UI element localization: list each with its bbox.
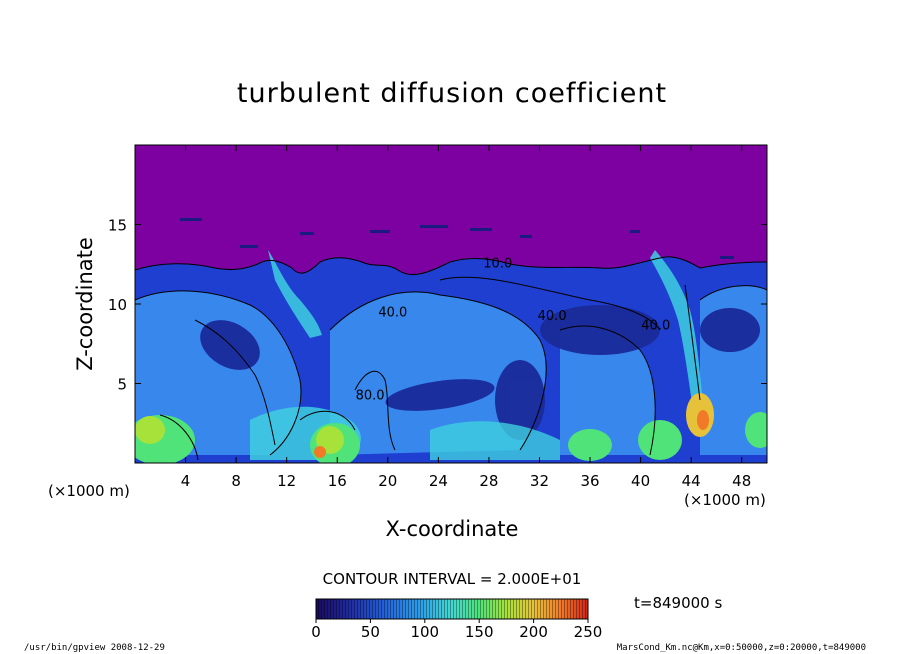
colorbar-tick-label: 50: [361, 623, 380, 641]
contour-labels: 10.0 40.0 40.0 80.0 40.0: [356, 256, 671, 403]
contour-label: 80.0: [356, 388, 385, 403]
plot-area: [135, 145, 767, 463]
colorbar-tick-label: 100: [410, 623, 439, 641]
contour-lines: [135, 256, 767, 461]
y-tick-label: 5: [117, 376, 127, 394]
x-tick-label: 20: [378, 472, 397, 490]
footer-left: /usr/bin/gpview 2008-12-29: [24, 643, 165, 653]
colorbar-tick-label: 150: [465, 623, 494, 641]
colorbar-stripes: [316, 599, 588, 619]
x-axis-ticks: 4 8 12 16 20 24 28 32 36 40 44 48: [181, 145, 751, 490]
cyan-green-regions: [135, 250, 767, 463]
x-tick-label: 4: [181, 472, 191, 490]
y-axis-ticks: 5 10 15: [108, 217, 767, 394]
turbulent-speckles: [180, 218, 734, 259]
x-tick-label: 28: [479, 472, 498, 490]
footer-right: MarsCond_Km.nc@Km,x=0:50000,z=0:20000,t=…: [617, 643, 866, 653]
contour-label: 40.0: [641, 318, 670, 333]
x-tick-label: 48: [732, 472, 751, 490]
x-axis-label: X-coordinate: [386, 517, 519, 541]
contour-label: 10.0: [483, 256, 512, 271]
x-tick-label: 12: [277, 472, 296, 490]
colorbar-frame: [315, 598, 589, 620]
colorbar-tick-label: 0: [311, 623, 321, 641]
y-axis-label: Z-coordinate: [73, 237, 97, 371]
x-tick-label: 8: [231, 472, 241, 490]
x-tick-label: 40: [631, 472, 650, 490]
x-axis-unit-left: (×1000 m): [48, 482, 130, 500]
colorbar-tick-label: 200: [519, 623, 548, 641]
colorbar-ticks: 0 50 100 150 200 250: [311, 619, 602, 641]
y-tick-label: 15: [108, 217, 127, 235]
dark-blue-cores: [200, 305, 760, 440]
colorbar-tick-label: 250: [574, 623, 603, 641]
contour-label: 40.0: [378, 306, 407, 321]
colorbar: 0 50 100 150 200 250: [311, 598, 602, 641]
contour-label: 40.0: [538, 309, 567, 324]
time-label: t=849000 s: [634, 594, 722, 612]
x-tick-label: 24: [429, 472, 448, 490]
y-tick-label: 10: [108, 296, 127, 314]
x-tick-label: 44: [682, 472, 701, 490]
contour-interval: CONTOUR INTERVAL = 2.000E+01: [323, 570, 582, 588]
x-tick-label: 32: [530, 472, 549, 490]
chart-title: turbulent diffusion coefficient: [237, 78, 667, 109]
x-tick-label: 16: [328, 472, 347, 490]
x-tick-label: 36: [580, 472, 599, 490]
x-axis-unit-right: (×1000 m): [684, 491, 766, 509]
